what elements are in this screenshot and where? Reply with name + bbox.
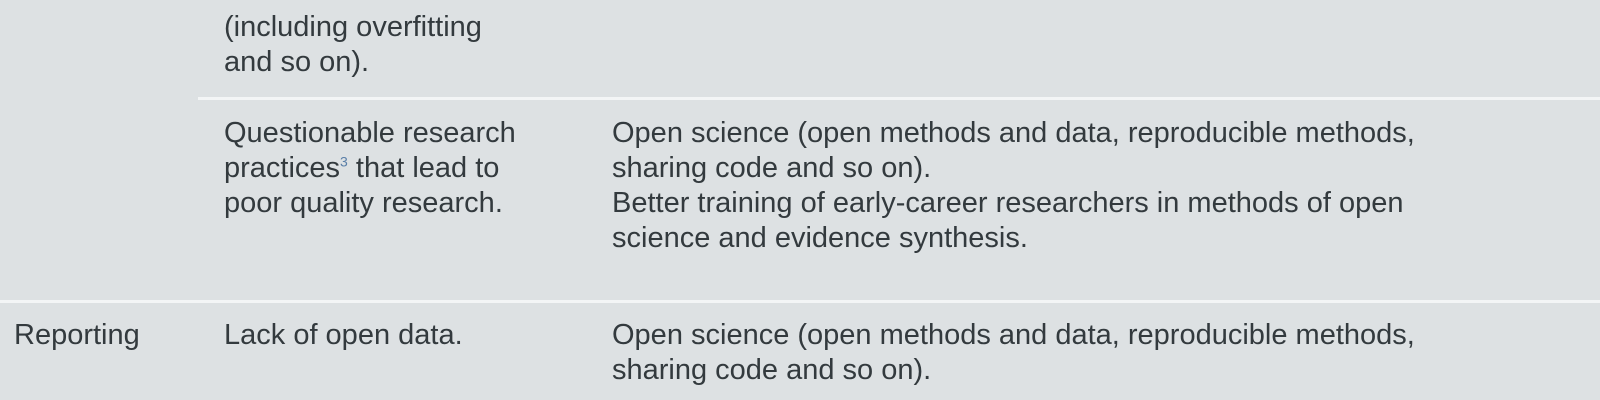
problem-line: practices3 that lead to [224,151,516,186]
stage-cell: Reporting [14,318,140,353]
solution-cell: Open science (open methods and data, rep… [612,116,1415,256]
problem-line: Questionable research [224,117,516,149]
solution-line: science and evidence synthesis. [612,222,1028,254]
section-divider [0,300,1600,303]
solution-line: Open science (open methods and data, rep… [612,319,1415,351]
solution-line: sharing code and so on). [612,354,932,386]
problem-cell: (including overfitting and so on). [224,10,482,80]
solution-line: sharing code and so on). [612,152,932,184]
problem-cell: Lack of open data. [224,318,463,353]
problem-cell: Questionable research practices3 that le… [224,116,516,221]
solution-line: Open science (open methods and data, rep… [612,117,1415,149]
row-divider [198,97,1600,100]
solution-line: Better training of early-career research… [612,187,1404,219]
problem-text: practices [224,152,341,184]
reference-link[interactable]: 3 [340,153,348,170]
problem-line: (including overfitting [224,11,482,43]
problem-line: and so on). [224,46,370,78]
solution-cell: Open science (open methods and data, rep… [612,318,1415,388]
problem-text: that lead to [347,152,500,184]
stage-label: Reporting [14,319,140,351]
problem-line: poor quality research. [224,187,503,219]
problem-line: Lack of open data. [224,319,463,351]
